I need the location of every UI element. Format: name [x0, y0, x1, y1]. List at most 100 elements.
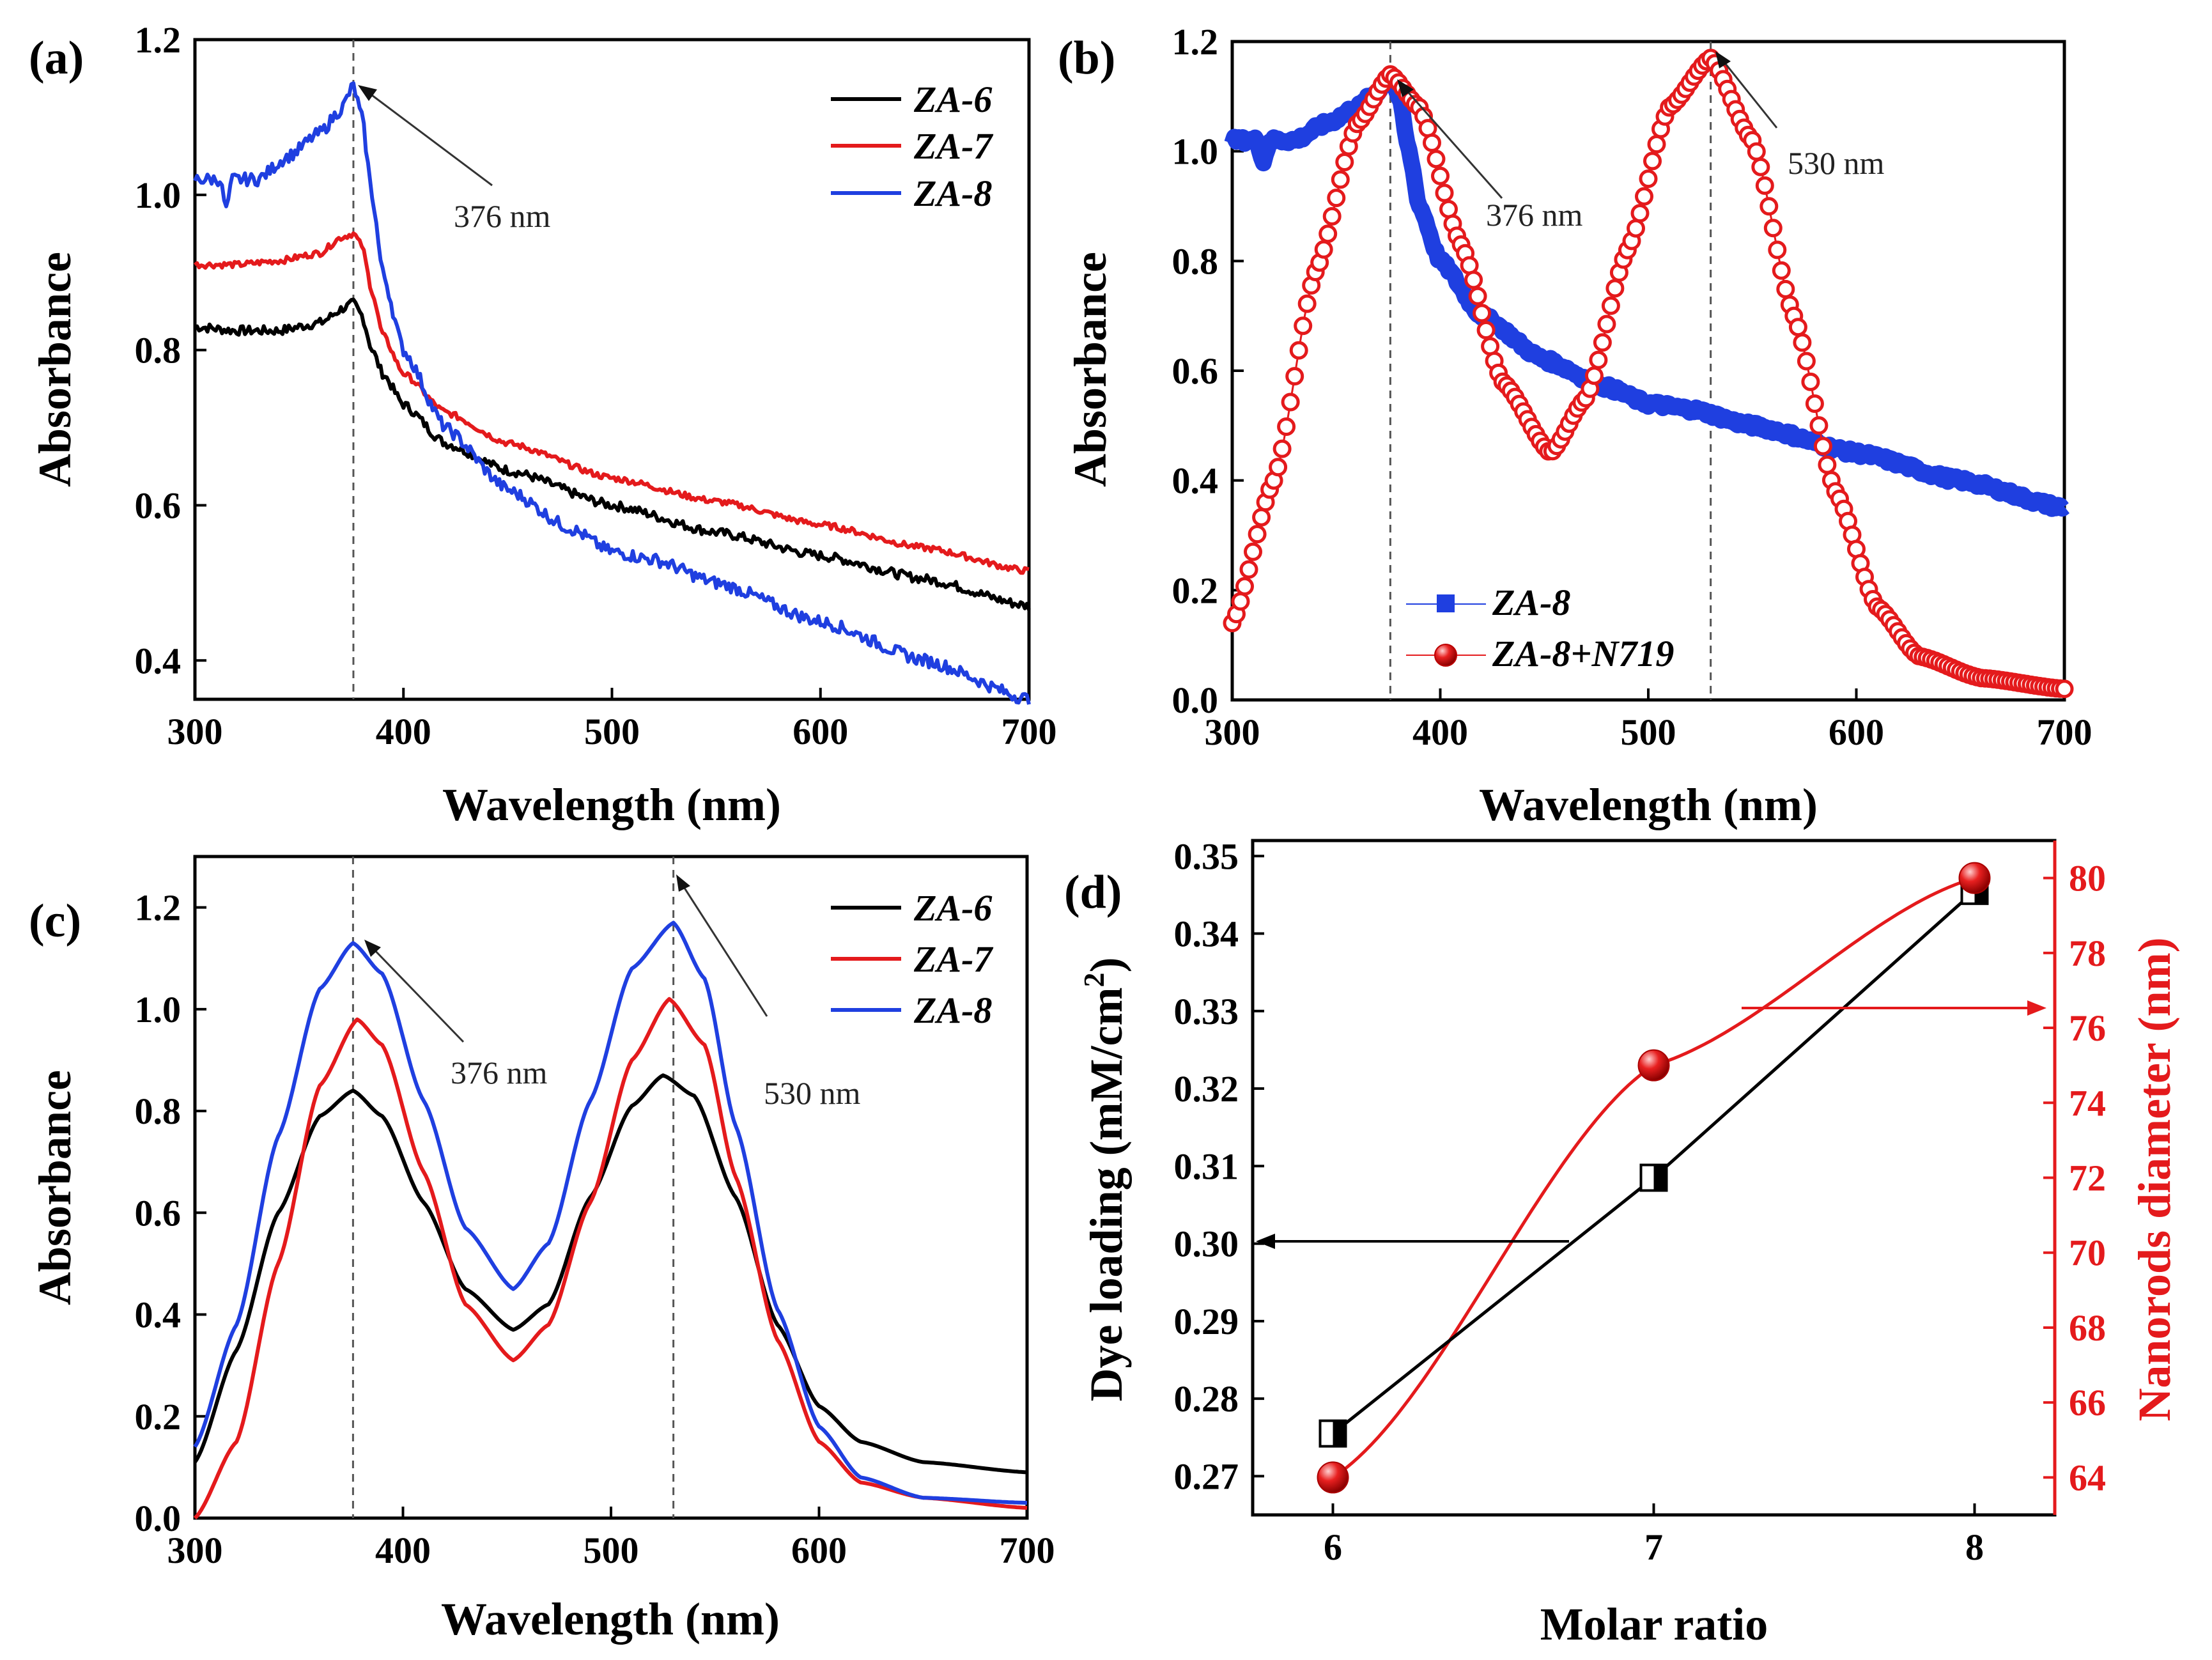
x-tick-label: 500	[584, 1530, 639, 1571]
x-tick-label: 400	[1412, 711, 1468, 753]
za-8-n719-marker	[1335, 153, 1354, 171]
x-ticks-b: 300 400 500 600 700	[1205, 688, 2092, 753]
za-8-n719-marker	[1760, 197, 1779, 216]
annotation-arrowhead-a	[358, 85, 377, 101]
annotation-376-b: 376 nm	[1486, 197, 1583, 233]
za-8-n719-marker	[1593, 333, 1612, 352]
za-8-n719-marker	[1635, 187, 1653, 206]
y-tick-label: 0.29	[1174, 1301, 1239, 1342]
za-8-n719-marker	[1763, 219, 1783, 238]
y-tick-label: 1.2	[1172, 21, 1219, 63]
za-8-n719-marker	[2055, 679, 2074, 699]
right-axis-arrowhead-d	[2027, 1000, 2046, 1016]
za-8-n719-marker	[1244, 542, 1262, 561]
series-line-za-8	[193, 81, 1031, 705]
dye-loading-point-fill	[1653, 1165, 1667, 1191]
za-8-n719-marker	[1747, 142, 1766, 161]
annotation-arrowhead-376-c	[364, 940, 381, 957]
y-axis-label-c: Absorbance	[29, 1070, 81, 1305]
legend-marker-za8n719-b	[1434, 644, 1457, 667]
y2-ticks-d: 64 66 68 70 72 74 76 78 80	[2043, 858, 2106, 1498]
x-tick-label: 600	[1829, 711, 1884, 753]
legend-za7-a: ZA-7	[913, 125, 993, 167]
za-8-n719-marker	[1319, 224, 1338, 244]
nanorods-diameter-point	[1637, 1049, 1670, 1082]
annotation-arrowhead-530-c	[676, 874, 690, 892]
y-axis-label-d-main: Dye loading (mM/cm	[1081, 988, 1132, 1402]
y-ticks-c: 0.0 0.2 0.4 0.6 0.8 1.0 1.2	[135, 887, 206, 1539]
dashed-guides-c	[352, 857, 675, 1518]
za-8-n719-marker	[1431, 166, 1450, 185]
y-tick-label: 1.2	[135, 19, 182, 61]
x-tick-label: 8	[1965, 1526, 1984, 1568]
x-axis-label-b: Wavelength (nm)	[1479, 779, 1818, 830]
dye-loading-point-fill	[1333, 1420, 1346, 1447]
series-markers-za-8-n719	[1223, 49, 2074, 699]
y2-tick-label: 70	[2069, 1232, 2106, 1274]
y-axis-label-d-end: )	[1081, 958, 1132, 973]
x-tick-label: 500	[584, 711, 640, 752]
za-8-n719-marker	[1439, 199, 1458, 219]
y-tick-label: 0.28	[1174, 1378, 1239, 1420]
za-8-n719-marker	[1297, 294, 1317, 313]
za-8-n719-marker	[1231, 592, 1250, 611]
x-tick-label: 300	[1205, 711, 1260, 753]
x-tick-label: 6	[1324, 1526, 1342, 1568]
y-tick-label: 0.0	[135, 1498, 182, 1539]
y-tick-label: 0.33	[1174, 991, 1239, 1032]
y2-tick-label: 74	[2069, 1082, 2106, 1124]
y-tick-label: 0.6	[135, 485, 182, 526]
za-8-n719-marker	[1627, 219, 1645, 238]
y-axis-label-d-sup: 2	[1078, 973, 1110, 988]
za-8-n719-marker	[1643, 151, 1662, 171]
za-8-n719-marker	[1801, 372, 1820, 391]
y-tick-label: 1.0	[1172, 131, 1219, 173]
za-8-n719-marker	[1751, 157, 1770, 176]
za-8-n719-marker	[1468, 286, 1487, 306]
za-8-n719-marker	[1647, 135, 1666, 154]
za-8-n719-marker	[1597, 314, 1616, 334]
y-tick-label: 0.2	[1172, 570, 1219, 611]
za-8-n719-marker	[1776, 279, 1795, 299]
annotation-376-a: 376 nm	[454, 198, 551, 234]
x-ticks-d: 6 7 8	[1324, 1503, 1984, 1568]
panel-b: (b) 300 400 500 600 700 0.0 0.2 0.4 0.6 0.8 1.0 1.…	[1058, 21, 2092, 830]
za-8-n719-marker	[1481, 337, 1500, 356]
za-8-n719-marker	[1314, 240, 1333, 259]
za-8-n719-marker	[1272, 439, 1292, 458]
za-8-n719-marker	[1277, 417, 1296, 436]
za-8-n719-marker	[1235, 577, 1254, 596]
y-tick-label: 0.0	[1172, 679, 1219, 721]
legend-za8-c: ZA-8	[913, 989, 992, 1031]
legend-c: ZA-6 ZA-7 ZA-8	[831, 887, 993, 1031]
panel-c: (c) 300 400 500 600 700 0.0 0.2 0.4 0.6 0.8 1.0 1.…	[29, 855, 1055, 1645]
y-ticks-d: 0.27 0.28 0.29 0.30 0.31 0.32 0.33 0.34 0.35	[1174, 835, 1264, 1497]
za-8-n719-marker	[1589, 350, 1608, 369]
panel-label-c: (c)	[29, 895, 81, 947]
za-8-n719-marker	[1331, 170, 1350, 189]
za-8-n719-marker	[1809, 416, 1829, 435]
y2-tick-label: 66	[2069, 1382, 2106, 1423]
za-8-n719-marker	[1289, 341, 1308, 360]
series-line-za-6	[194, 297, 1031, 611]
annotation-arrow-376-b	[1402, 86, 1503, 199]
y2-tick-label: 80	[2069, 858, 2106, 899]
x-axis-label-c: Wavelength (nm)	[441, 1594, 780, 1645]
x-tick-label: 600	[793, 711, 848, 752]
x-ticks-a: 300 400 500 600 700	[167, 688, 1057, 752]
za-8-n719-marker	[1435, 183, 1454, 203]
annotation-530-b: 530 nm	[1788, 145, 1885, 181]
y-tick-label: 1.0	[135, 175, 182, 216]
annotation-arrow-530-b	[1719, 57, 1778, 128]
y-tick-label: 0.6	[135, 1192, 182, 1234]
legend-za8-a: ZA-8	[913, 173, 992, 214]
annotation-arrow-a	[364, 88, 493, 187]
y-tick-label: 0.6	[1172, 350, 1219, 392]
annotation-arrow-376-c	[369, 945, 465, 1043]
za-8-n719-marker	[1464, 270, 1483, 290]
plot-frame-a	[193, 38, 1031, 701]
panel-label-d: (d)	[1064, 866, 1122, 919]
y-ticks-a: 0.4 0.6 0.8 1.0 1.2	[135, 19, 206, 681]
curves-a	[193, 81, 1031, 705]
